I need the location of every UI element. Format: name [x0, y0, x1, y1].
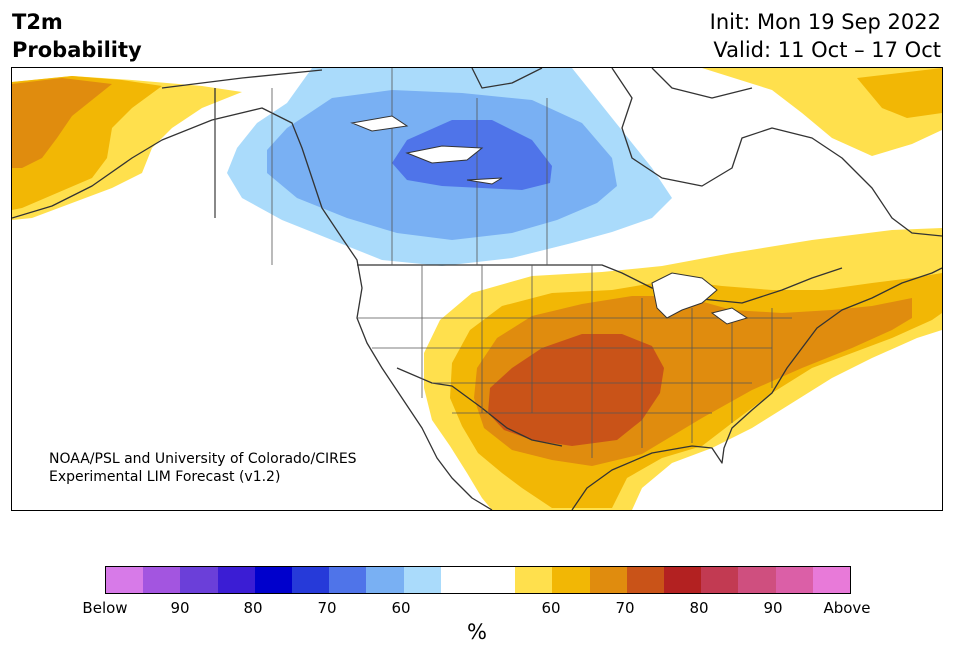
us-state-borders: [357, 265, 792, 458]
colorbar-tick-label: 90: [170, 599, 190, 617]
coastline-arctic: [161, 68, 753, 99]
colorbar-tick-label: 60: [541, 599, 561, 617]
colorbar-swatch: [180, 567, 218, 593]
alaska-above-80-region: [12, 78, 112, 168]
colorbar-swatch: [217, 567, 255, 593]
lake-winnipeg: [350, 115, 503, 185]
colorbar-swatch: [292, 567, 330, 593]
attribution-line-2: Experimental LIM Forecast (v1.2): [49, 469, 281, 485]
canada-province-borders: [214, 68, 548, 265]
colorbar-swatch: [254, 567, 293, 593]
probability-map: [12, 68, 942, 510]
colorbar-tick-label: 70: [615, 599, 635, 617]
colorbar-swatch: [626, 567, 665, 593]
coastline-gulf-east: [571, 267, 942, 510]
attribution: NOAA/PSL and University of Colorado/CIRE…: [49, 450, 357, 486]
init-date: Init: Mon 19 Sep 2022: [709, 10, 941, 34]
colorbar-swatch: [366, 567, 404, 593]
coastline-west: [12, 107, 493, 510]
title-line-2: Probability: [12, 38, 142, 62]
great-lakes: [651, 272, 749, 325]
colorbar: [105, 566, 851, 594]
colorbar-swatch: [329, 567, 367, 593]
colorbar-tick-label: 60: [391, 599, 411, 617]
coastline-hudson: [611, 68, 942, 237]
colorbar-swatch: [775, 567, 813, 593]
colorbar-tick-label: Below: [82, 599, 128, 617]
colorbar-tick-label: Above: [823, 599, 871, 617]
attribution-line-1: NOAA/PSL and University of Colorado/CIRE…: [49, 451, 357, 467]
colorbar-swatch: [478, 567, 516, 593]
title-line-1: T2m: [12, 10, 63, 34]
colorbar-swatch: [106, 567, 144, 593]
map-title: T2m Probability: [12, 8, 142, 64]
colorbar-swatch: [589, 567, 627, 593]
map-panel: [11, 67, 943, 511]
colorbar-swatch: [440, 567, 479, 593]
colorbar-tick-label: 80: [243, 599, 263, 617]
colorbar-swatch: [812, 567, 851, 593]
colorbar-swatch: [552, 567, 590, 593]
colorbar-swatch: [515, 567, 553, 593]
colorbar-tick-label: 70: [317, 599, 337, 617]
forecast-dates: Init: Mon 19 Sep 2022 Valid: 11 Oct – 17…: [710, 8, 941, 64]
colorbar-swatch: [701, 567, 739, 593]
colorbar-tick-label: 80: [689, 599, 709, 617]
colorbar-tick-label: 90: [763, 599, 783, 617]
colorbar-unit-label: %: [467, 620, 487, 644]
valid-date: Valid: 11 Oct – 17 Oct: [713, 38, 941, 62]
greenland-above-70-region: [857, 68, 942, 118]
colorbar-swatch: [403, 567, 441, 593]
colorbar-swatch: [664, 567, 702, 593]
colorbar-swatch: [143, 567, 181, 593]
colorbar-swatch: [738, 567, 776, 593]
